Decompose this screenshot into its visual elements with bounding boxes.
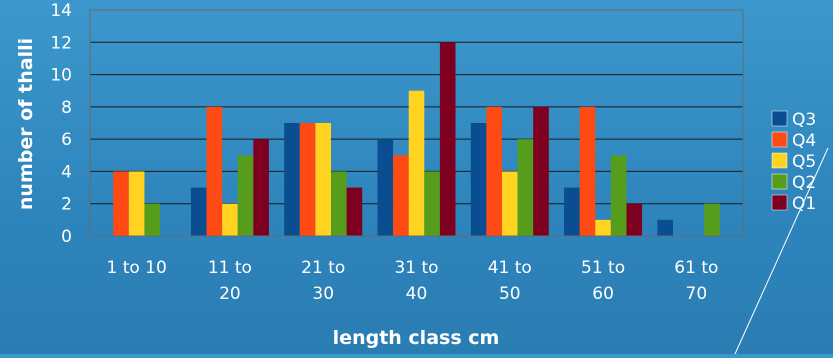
x-tick-label: 30 [312,284,334,304]
plot-border [89,9,744,237]
bar-q2 [517,139,534,236]
bar-q3 [284,123,300,236]
y-tick-label: 12 [50,33,72,53]
bar-q3 [657,219,673,236]
bars [113,42,720,237]
bar-q1 [626,203,643,236]
bar-q1 [533,106,549,236]
bar-q2 [144,203,161,236]
legend-swatch-q2 [771,173,788,190]
x-tick-label: 60 [592,284,614,304]
x-tick-label: 70 [686,284,708,304]
y-tick-label: 6 [61,130,72,150]
bar-q1 [253,139,269,236]
y-tick-label: 0 [61,227,72,247]
bar-q3 [377,139,394,236]
y-tick-label: 14 [50,1,72,21]
bar-q3 [564,187,580,236]
decorative-line [734,147,829,355]
legend-label-q3: Q3 [792,110,816,130]
bar-q5 [408,90,425,236]
legend-swatch-q1 [771,194,788,211]
legend-label-q4: Q4 [792,131,816,151]
y-tick-labels: 0 2 4 6 8 10 12 14 [50,1,72,247]
bar-q3 [190,187,207,236]
bar-q4 [299,123,316,236]
bar-q2 [610,155,627,236]
x-tick-label: 51 to [581,258,625,278]
bar-q4 [393,155,409,236]
x-tick-label: 40 [406,284,428,304]
bar-q5 [595,219,611,236]
y-tick-label: 10 [50,66,72,86]
legend-label-q5: Q5 [792,152,816,172]
x-tick-label: 11 to [208,258,252,278]
legend-label-q1: Q1 [792,194,816,214]
y-tick-label: 8 [61,98,72,118]
x-tick-label: 20 [219,284,241,304]
x-tick-labels: 1 to 10 11 to 20 21 to 30 31 to 40 41 to 50 51 to… [106,258,718,304]
x-tick-label: 1 to 10 [106,258,166,278]
y-tick-label: 2 [61,195,72,215]
x-tick-label: 61 to [674,258,718,278]
bar-q2 [424,171,440,236]
bar-q5 [128,171,145,236]
bar-q1 [439,42,456,237]
legend-swatch-q3 [771,110,788,127]
legend-swatch-q5 [771,152,788,169]
x-tick-label: 21 to [301,258,345,278]
x-axis-title: length class cm [333,327,500,349]
bar-q2 [237,155,254,236]
y-tick-label: 4 [61,162,72,182]
bar-q1 [346,187,363,236]
y-axis-title: number of thalli [15,38,37,210]
bar-q5 [315,123,332,236]
bar-q4 [113,171,129,236]
x-tick-label: 41 to [488,258,532,278]
bar-q5 [501,171,518,236]
legend-label-q2: Q2 [792,173,816,193]
bar-q5 [222,203,238,236]
bar-q4 [486,106,502,236]
x-tick-label: 31 to [394,258,438,278]
bar-q2 [704,203,720,236]
bar-q3 [470,123,487,236]
bar-q4 [206,106,223,236]
x-tick-label: 50 [499,284,521,304]
bar-q4 [579,106,596,236]
legend-swatch-q4 [771,131,788,148]
bar-q2 [331,171,347,236]
plot-frame [89,9,744,237]
